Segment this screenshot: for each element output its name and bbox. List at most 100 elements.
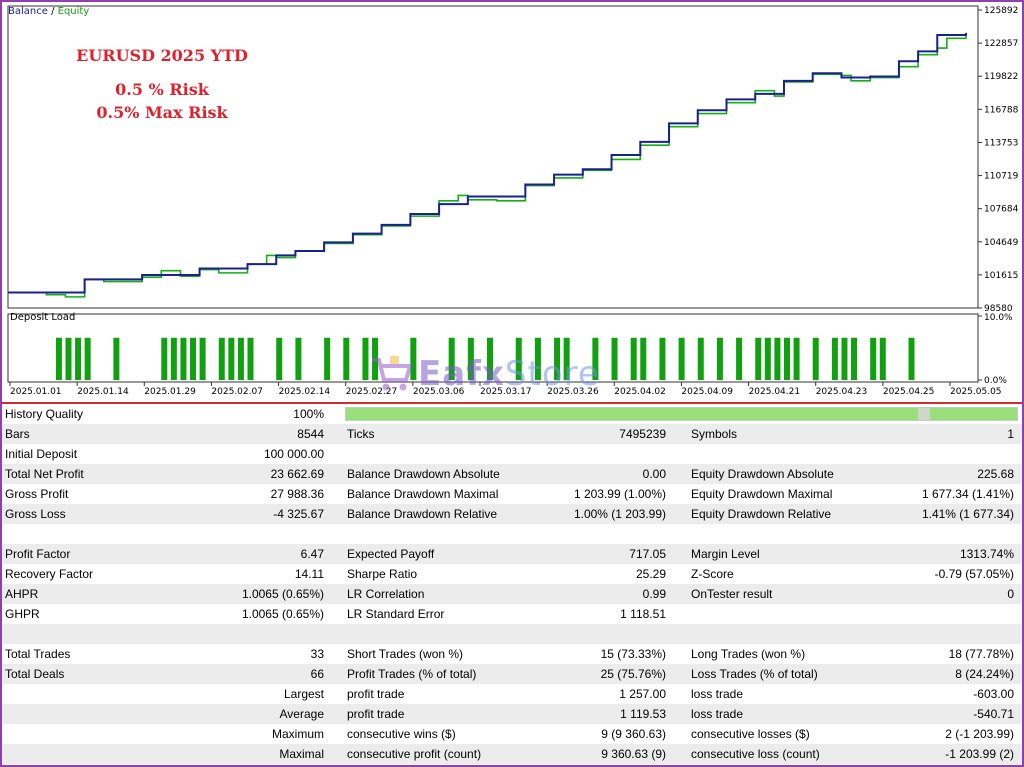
report-c1-value: Maximal [279,747,324,761]
report-row: Recovery Factor 14.11 Sharpe Ratio 25.29 Z-S… [2,564,1022,584]
deposit-load-bar [841,337,848,380]
deposit-load-bar [362,337,369,380]
deposit-load-bar [851,337,858,380]
report-c2-label: Expected Payoff [347,547,435,561]
deposit-load-bar [640,337,647,380]
report-c2-label: consecutive profit (count) [347,747,482,761]
history-quality-bar [345,407,1018,421]
report-row: Initial Deposit 100 000.00 [2,444,1022,464]
history-quality-row: History Quality 100% [2,404,1022,424]
report-c2-value: 25 (75.76%) [600,667,666,681]
report-c1-label: Recovery Factor [5,567,94,581]
report-c2-value: 717.05 [629,547,666,561]
x-tick-label: 2025.02.14 [279,387,331,397]
x-tick-label: 2025.03.06 [413,387,465,397]
deposit-load-bar [237,337,244,380]
report-row: AHPR 1.0065 (0.65%) LR Correlation 0.99 OnTe… [2,584,1022,604]
report-c3-label: loss trade [691,687,744,701]
report-c3-value: -540.71 [973,707,1014,721]
report-c1-label: Gross Loss [5,507,66,521]
report-c3-value: 225.68 [977,467,1014,481]
x-tick-label: 2025.01.29 [144,387,196,397]
overlay-title: EURUSD 2025 YTD [76,46,248,65]
y-tick-label: 125892 [984,6,1018,16]
report-c2-label: consecutive wins ($) [347,727,456,741]
deposit-load-bar [324,337,331,380]
report-row: Total Net Profit 23 662.69 Balance Drawdow… [2,464,1022,484]
deposit-load-bar [343,337,350,380]
deposit-load-bar [448,337,455,380]
legend-balance: Balance [8,6,48,17]
deposit-load-bar [276,337,283,380]
deposit-load-bar [467,337,474,380]
deposit-load-bar [678,337,685,380]
report-c1-label: Bars [5,427,30,441]
report-c2-value: 25.29 [635,567,666,581]
x-tick-label: 2025.05.05 [950,387,1002,397]
report-c2-value: 0.00 [642,467,666,481]
report-c3-value: 1.41% (1 677.34) [921,507,1014,521]
overlay-max-risk: 0.5% Max Risk [96,103,228,122]
deposit-tick-label: 10.0% [984,313,1013,323]
report-row: Gross Profit 27 988.36 Balance Drawdown Ma… [2,484,1022,504]
deposit-load-bar [410,337,417,380]
watermark-store: Store [504,354,600,394]
deposit-load-bar [218,337,225,380]
x-tick-label: 2025.03.17 [480,387,532,397]
deposit-load-bar [908,337,915,380]
report-table: History Quality 100% Bars 8544 Ticks 749523… [2,402,1022,765]
legend-equity: Equity [57,6,90,17]
report-c3-value: 8 (24.24%) [955,667,1014,681]
chart-legend: Balance / Equity [8,6,89,17]
report-c3-value: -1 203.99 (2) [945,747,1014,761]
report-row: Maximum consecutive wins ($) 9 (9 360.63) c… [2,724,1022,744]
history-quality-label: History Quality [5,407,84,421]
report-c3-label: Equity Drawdown Relative [691,507,832,521]
report-c1-label: Total Deals [5,667,65,681]
report-c1-value: -4 325.67 [273,507,324,521]
y-tick-label: 98580 [984,304,1013,314]
deposit-load-bar [515,337,522,380]
report-c1-label: Initial Deposit [5,447,78,461]
report-row: Largest profit trade 1 257.00 loss trade -60… [2,684,1022,704]
deposit-load-bar [831,337,838,380]
deposit-load-bar [534,337,541,380]
report-c1-value: Maximum [271,727,324,741]
report-c2-label: Short Trades (won %) [347,647,464,661]
deposit-load-bar [764,337,771,380]
report-c2-label: Balance Drawdown Maximal [347,487,499,501]
report-c1-value: Average [279,707,324,721]
report-c1-value: 23 662.69 [270,467,324,481]
report-c2-label: Balance Drawdown Relative [347,507,498,521]
deposit-load-bar [487,337,493,380]
deposit-load-bar [659,337,666,380]
deposit-load-bar [630,337,637,380]
x-tick-label: 2025.04.21 [749,387,801,397]
deposit-load-bar [879,337,886,380]
deposit-load-bar [716,337,723,380]
report-c2-value: 9 360.63 (9) [601,747,666,761]
report-c1-value: 14.11 [294,567,324,581]
report-c1-value: 6.47 [300,547,324,561]
report-c3-value: 2 (-1 203.99) [945,727,1014,741]
report-c3-label: consecutive losses ($) [691,727,810,741]
report-row: GHPR 1.0065 (0.65%) LR Standard Error 1 118… [2,604,1022,624]
report-c3-value: 1 [1007,427,1014,441]
report-c3-value: 18 (77.78%) [948,647,1014,661]
report-row: Total Deals 66 Profit Trades (% of total) 2… [2,664,1022,684]
report-c3-label: Equity Drawdown Maximal [691,487,833,501]
report-c3-value: 0 [1007,587,1014,601]
report-c2-value: 15 (73.33%) [600,647,666,661]
deposit-load-bar [113,337,120,380]
report-row: Bars 8544 Ticks 7495239 Symbols 1 [2,424,1022,444]
deposit-load-bar [161,337,168,380]
history-quality-value: 100% [293,407,324,421]
report-c1-value: 33 [310,647,324,661]
report-c1-value: 66 [310,667,324,681]
balance-line [8,32,967,294]
y-tick-label: 116788 [984,105,1019,115]
deposit-load-bar [295,337,302,380]
deposit-load-bar [170,337,177,380]
report-row: Gross Loss -4 325.67 Balance Drawdown Rela… [2,504,1022,524]
report-c3-label: Loss Trades (% of total) [691,667,818,681]
